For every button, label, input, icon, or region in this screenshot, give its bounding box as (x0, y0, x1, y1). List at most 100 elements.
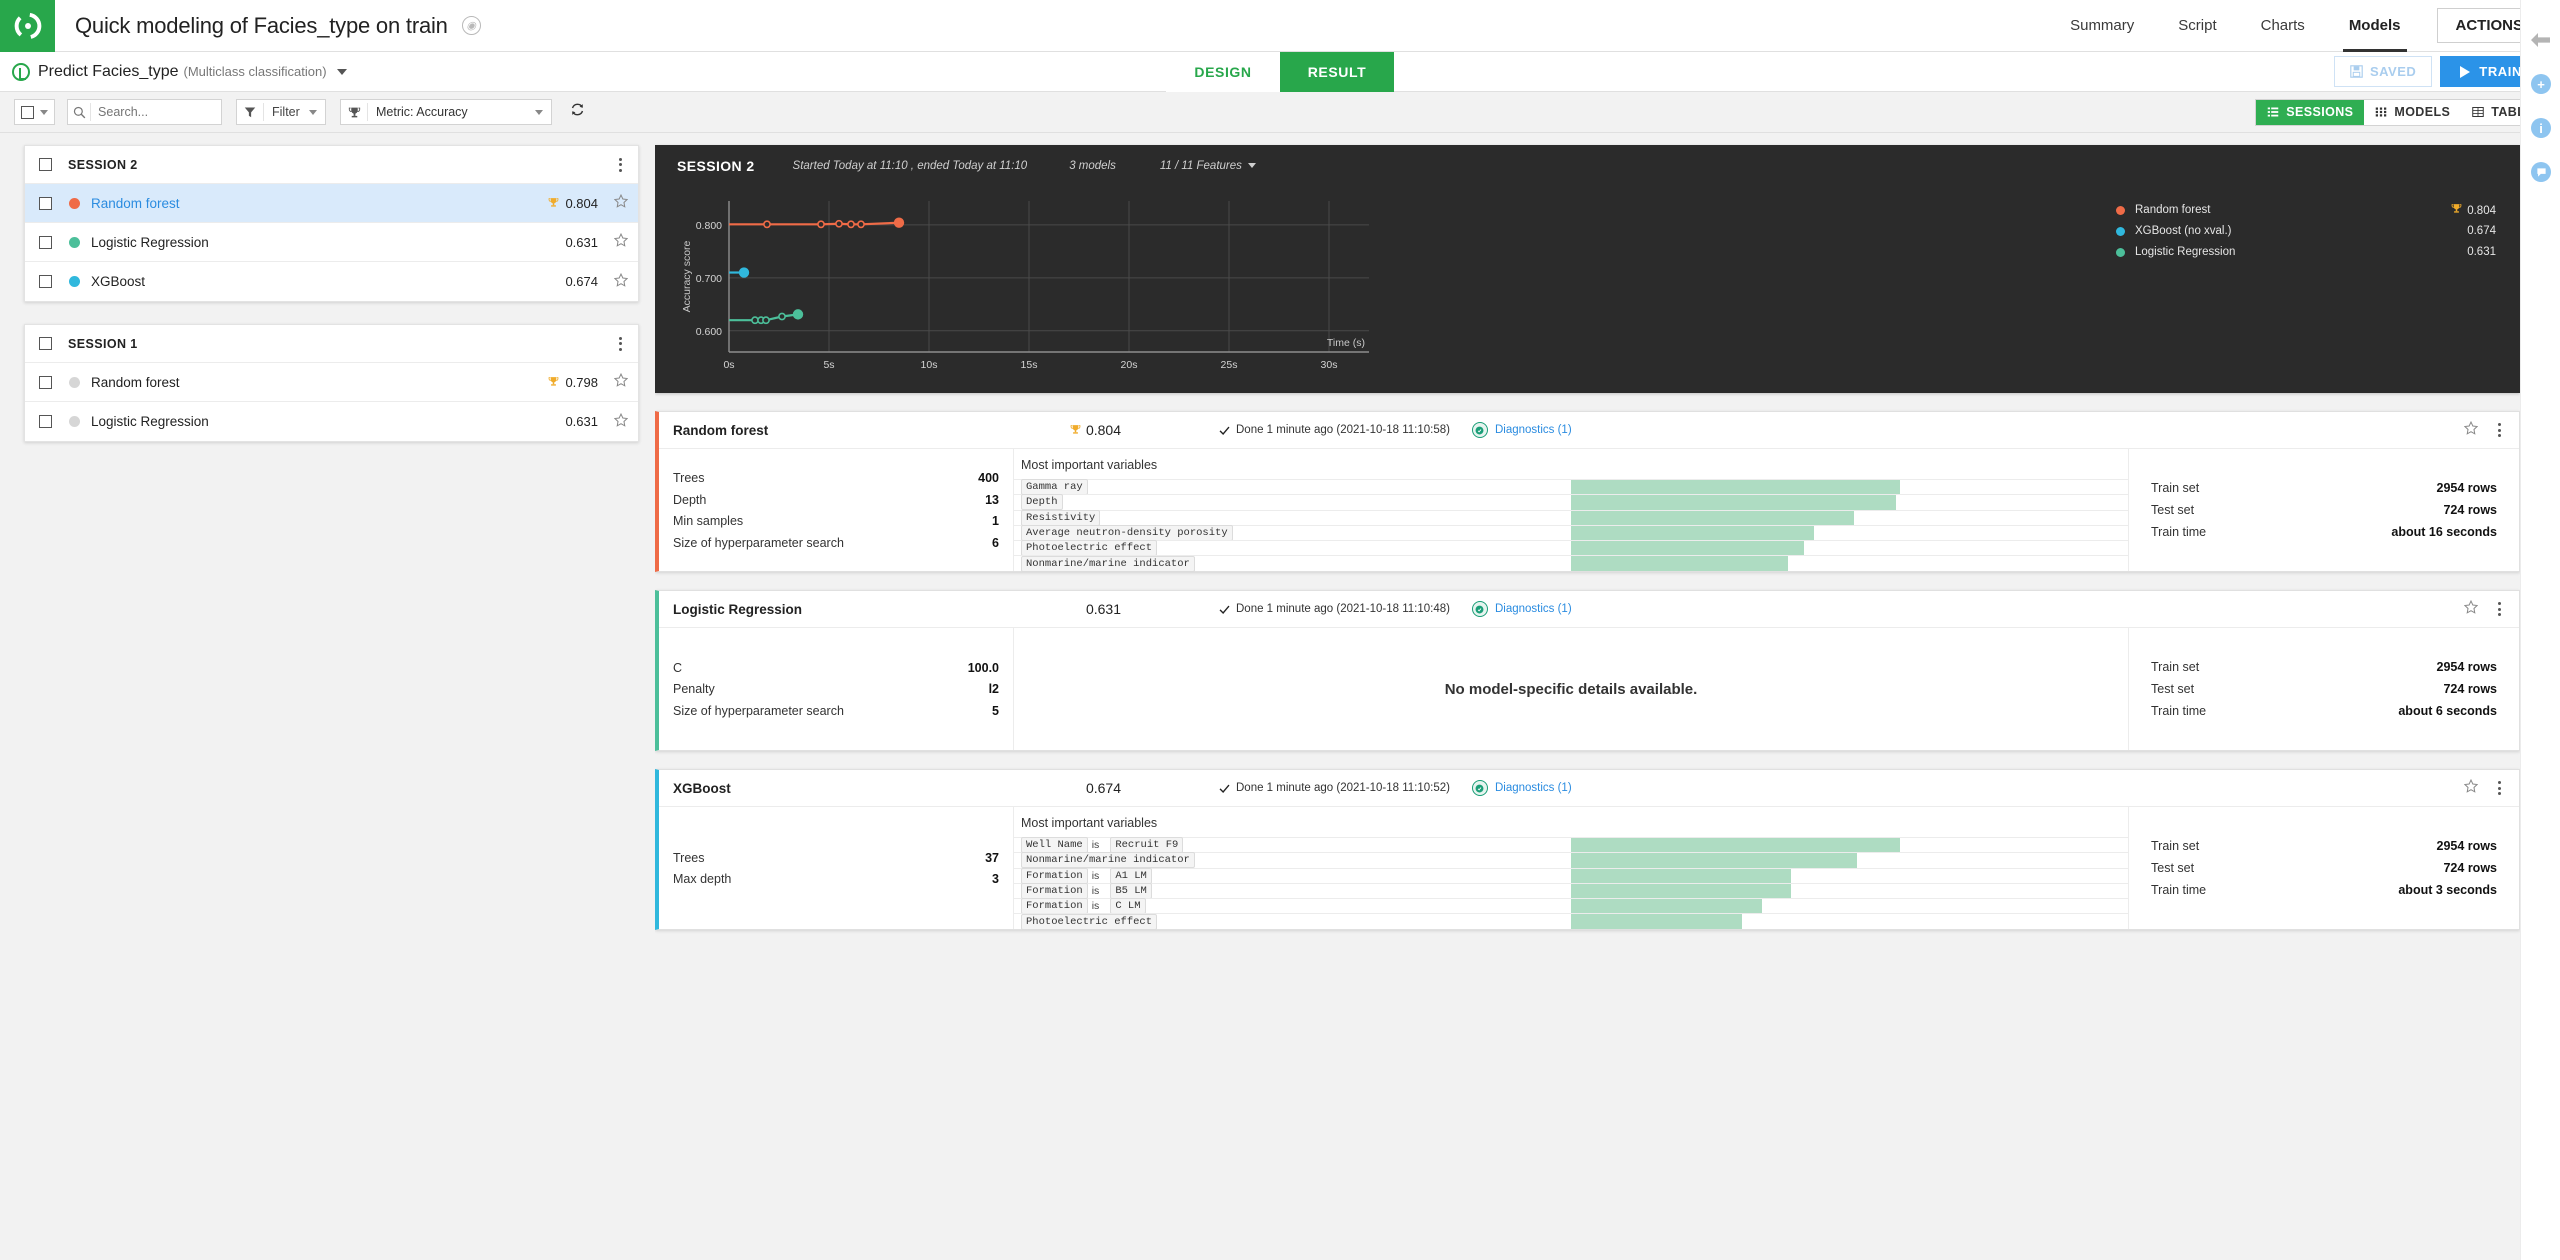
parameter-value: 37 (985, 850, 999, 865)
nav-models[interactable]: Models (2327, 0, 2423, 52)
favorite-star-icon[interactable] (613, 412, 629, 431)
session-chart-meta: Started Today at 11:10 , ended Today at … (792, 160, 1028, 172)
session-model-row[interactable]: Random forest 0.804 (25, 184, 638, 223)
model-checkbox[interactable] (39, 375, 52, 389)
search-icon (68, 106, 90, 119)
parameter-value: 1 (992, 514, 999, 528)
nav-charts[interactable]: Charts (2260, 16, 2305, 34)
nav-script[interactable]: Script (2178, 16, 2217, 34)
legend-value: 0.674 (2467, 225, 2496, 237)
session-menu-icon[interactable] (613, 333, 628, 355)
search-input[interactable] (90, 103, 221, 121)
session-menu-icon[interactable] (613, 154, 628, 176)
stat-label: Train set (2151, 660, 2200, 674)
grid-icon (2376, 107, 2387, 117)
trophy-icon (549, 376, 559, 386)
parameter-row: C 100.0 (673, 658, 999, 680)
legend-row[interactable]: Random forest 0.804 (2116, 203, 2496, 217)
favorite-star-icon[interactable] (2463, 599, 2479, 619)
variable-importance-bar (1571, 883, 1792, 899)
session-chart-panel: SESSION 2 Started Today at 11:10 , ended… (655, 145, 2520, 393)
session-model-row[interactable]: Random forest 0.798 (25, 363, 638, 402)
model-card-diagnostics-link[interactable]: Diagnostics (1) (1471, 780, 1572, 796)
star-icon (613, 193, 629, 208)
view-models[interactable]: MODELS (2364, 100, 2461, 125)
favorite-star-icon[interactable] (613, 193, 629, 212)
chevron-down-icon[interactable] (535, 109, 543, 115)
session-checkbox[interactable] (39, 158, 52, 171)
model-card-status: Done 1 minute ago (2021-10-18 11:10:48) (1219, 603, 1450, 615)
favorite-star-icon[interactable] (2463, 778, 2479, 798)
session-model-row[interactable]: XGBoost 0.674 (25, 262, 638, 301)
model-card-menu-icon[interactable] (2492, 419, 2507, 441)
variable-connector: is (1091, 900, 1100, 913)
stat-label: Test set (2151, 503, 2195, 517)
play-icon (2460, 65, 2471, 78)
session-chart-title: SESSION 2 (677, 158, 755, 174)
search-box[interactable] (67, 99, 222, 125)
view-sessions[interactable]: SESSIONS (2256, 99, 2365, 125)
parameter-value: 13 (985, 492, 999, 507)
model-card-diagnostics-link[interactable]: Diagnostics (1) (1471, 601, 1572, 617)
model-checkbox[interactable] (39, 415, 52, 428)
svg-text:0.800: 0.800 (696, 220, 722, 232)
metric-dropdown[interactable]: Metric: Accuracy (340, 99, 552, 125)
saved-button[interactable]: SAVED (2333, 56, 2433, 87)
info-icon[interactable]: i (2521, 106, 2560, 150)
favorite-star-icon[interactable] (2463, 420, 2479, 440)
select-all-checkbox[interactable] (21, 105, 34, 119)
session-header: SESSION 2 (25, 146, 638, 184)
svg-text:0s: 0s (723, 359, 734, 371)
select-all-dropdown[interactable] (14, 99, 55, 125)
session-model-row[interactable]: Logistic Regression 0.631 (25, 402, 638, 441)
help-icon[interactable]: ◉ (461, 16, 481, 35)
variable-row: Nonmarine/marine indicator (1014, 852, 2128, 869)
chevron-down-icon[interactable] (336, 68, 347, 75)
variable-chip: Depth (1021, 494, 1063, 511)
session-chart-features-dropdown[interactable]: 11 / 11 Features (1160, 160, 1256, 172)
features-label: 11 / 11 Features (1159, 160, 1242, 172)
filter-dropdown[interactable]: Filter (236, 99, 326, 125)
chart-legend: Random forest 0.804 XGBoost (no xval.) 0.67… (2116, 203, 2496, 266)
comment-icon[interactable] (2521, 150, 2560, 194)
refresh-icon[interactable] (570, 102, 585, 122)
trophy-icon (549, 197, 559, 207)
model-card-menu-icon[interactable] (2492, 598, 2507, 620)
chevron-down-icon[interactable] (40, 109, 48, 115)
star-icon (613, 412, 629, 427)
model-checkbox[interactable] (39, 196, 52, 210)
stat-label: Train time (2151, 525, 2207, 539)
model-cards-list: Random forest 0.804 Done 1 minute ago (202… (655, 411, 2520, 930)
model-color-dot (69, 197, 80, 209)
model-checkbox[interactable] (39, 235, 52, 249)
legend-row[interactable]: XGBoost (no xval.) 0.674 (2116, 224, 2496, 238)
favorite-star-icon[interactable] (613, 232, 629, 251)
variable-chip: Formation (1021, 883, 1088, 900)
stat-row: Test set 724 rows (2151, 678, 2497, 700)
parameter-value: l2 (988, 682, 999, 697)
model-card-menu-icon[interactable] (2492, 777, 2507, 799)
favorite-star-icon[interactable] (613, 372, 629, 391)
stat-label: Train set (2151, 481, 2200, 495)
app-logo[interactable] (0, 0, 55, 52)
model-card-status: Done 1 minute ago (2021-10-18 11:10:58) (1219, 424, 1450, 436)
check-icon (1219, 426, 1230, 435)
model-card-diagnostics-link[interactable]: Diagnostics (1) (1471, 422, 1572, 438)
add-icon[interactable]: + (2521, 62, 2560, 106)
diagnostics-icon (1471, 422, 1488, 438)
model-card-name: XGBoost (673, 780, 731, 796)
favorite-star-icon[interactable] (613, 272, 629, 291)
model-checkbox[interactable] (39, 275, 52, 288)
collapse-back-arrow-icon[interactable] (2521, 18, 2560, 62)
nav-summary[interactable]: Summary (2070, 16, 2135, 34)
variable-importance-bar (1571, 914, 1742, 929)
tab-result[interactable]: RESULT (1280, 51, 1394, 92)
legend-row[interactable]: Logistic Regression 0.631 (2116, 245, 2496, 259)
model-name: Logistic Regression (91, 234, 209, 250)
variable-importance-bar (1571, 495, 1897, 510)
tab-design[interactable]: DESIGN (1166, 51, 1280, 92)
no-model-details-message: No model-specific details available. (1014, 628, 2129, 750)
session-model-row[interactable]: Logistic Regression 0.631 (25, 223, 638, 262)
session-checkbox[interactable] (39, 337, 52, 350)
chevron-down-icon[interactable] (309, 109, 317, 115)
